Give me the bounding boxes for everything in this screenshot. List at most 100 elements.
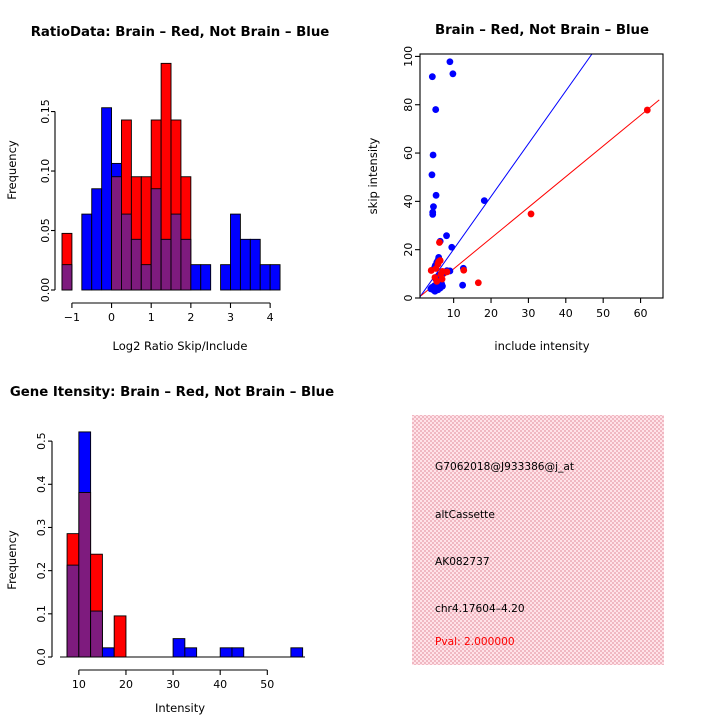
scatter-point	[431, 287, 439, 295]
scatter-point	[428, 171, 436, 179]
x-axis-tick-label: 40	[559, 307, 573, 320]
histogram-bar	[269, 264, 281, 291]
probe-info-panel: G7062018@J933386@j_at altCassette AK0827…	[360, 360, 720, 720]
y-axis-tick-label: 0.5	[35, 432, 48, 450]
x-axis-tick-label: 4	[267, 311, 274, 324]
info-line-locus: chr4.17604–4.20	[435, 603, 525, 615]
scatter-point	[438, 275, 446, 283]
ratio-histogram-ylabel: Frequency	[5, 140, 19, 200]
ratio-histogram-svg: RatioData: Brain – Red, Not Brain – Blue…	[5, 25, 330, 353]
x-axis-tick-label: 30	[521, 307, 535, 320]
histogram-bar	[290, 647, 304, 658]
y-axis-tick-label: 60	[402, 146, 415, 160]
scatter-point	[527, 210, 535, 218]
scatter-point	[460, 266, 468, 274]
ratio-histogram-bars	[61, 62, 281, 291]
histogram-bar-overlap	[160, 238, 172, 291]
histogram-bar-overlap	[170, 213, 182, 291]
histogram-bar	[239, 238, 251, 291]
histogram-bar	[231, 647, 245, 658]
histogram-bar	[81, 213, 93, 291]
x-axis-tick-label: 30	[166, 678, 180, 691]
plot-box	[419, 53, 664, 299]
y-axis-tick-label: 0.00	[39, 278, 52, 303]
scatter-point	[474, 279, 482, 287]
fit-lines	[420, 54, 660, 298]
histogram-bar-overlap	[66, 564, 80, 658]
scatter-point	[427, 267, 435, 274]
probe-info-svg: G7062018@J933386@j_at altCassette AK0827…	[412, 415, 664, 665]
histogram-bar	[200, 264, 212, 291]
x-axis-tick-label: −1	[64, 311, 80, 324]
y-axis-tick-label: 0.05	[39, 218, 52, 243]
y-axis-tick-label: 20	[402, 243, 415, 257]
x-axis-tick-label: 10	[447, 307, 461, 320]
histogram-bar-overlap	[78, 492, 92, 658]
scatter-point	[643, 106, 651, 114]
x-axis-tick-label: 3	[227, 311, 234, 324]
y-axis-tick-label: 0.4	[35, 476, 48, 494]
x-axis-tick-label: 50	[260, 678, 274, 691]
histogram-bar-overlap	[140, 264, 152, 291]
ratio-histogram-panel: RatioData: Brain – Red, Not Brain – Blue…	[0, 0, 360, 360]
histogram-bar	[172, 638, 186, 658]
histogram-bar	[249, 238, 261, 291]
info-line-event-type: altCassette	[435, 509, 495, 521]
ratio-histogram-axes: 0.00 0.05 0.10 0.15 −1 0 1 2 3 4	[39, 99, 274, 324]
scatter-point	[480, 197, 488, 205]
scatter-point	[446, 58, 454, 66]
y-axis-tick-label: 0.1	[35, 605, 48, 623]
scatter-point	[443, 268, 451, 276]
info-line-probe-id: G7062018@J933386@j_at	[435, 461, 574, 473]
scatter-point	[432, 106, 440, 113]
histogram-bar	[101, 647, 115, 658]
ratio-histogram-title: RatioData: Brain – Red, Not Brain – Blue	[31, 25, 330, 40]
gene-histogram-axes: 0.0 0.1 0.2 0.3 0.4 0.5 10 20 30 40 50	[35, 432, 305, 691]
gene-histogram-bars	[66, 431, 304, 658]
scatter-point	[449, 70, 457, 78]
y-axis-tick-label: 0.15	[39, 99, 52, 124]
histogram-bar	[220, 264, 231, 291]
y-axis-tick-label: 80	[402, 98, 415, 112]
y-axis-tick-label: 0.0	[35, 648, 48, 666]
histogram-bar	[219, 647, 233, 658]
gene-histogram-svg: Gene Itensity: Brain – Red, Not Brain – …	[5, 385, 334, 715]
x-axis-tick-label: 40	[213, 678, 227, 691]
scatter-axes: 0 20 40 60 80 100 10 20 30 40 50 60	[402, 46, 664, 320]
scatter-xlabel: include intensity	[494, 339, 589, 353]
histogram-bar	[190, 264, 202, 291]
histogram-bar	[230, 213, 241, 291]
y-axis-tick-label: 100	[402, 46, 415, 67]
not-brain-fit	[420, 54, 593, 298]
x-axis-tick-label: 0	[108, 311, 115, 324]
scatter-point	[429, 211, 437, 218]
y-axis-tick-label: 0	[402, 295, 415, 302]
scatter-point	[459, 281, 467, 289]
intensity-scatter-svg: Brain – Red, Not Brain – Blue 0 20 40 60 80 1…	[366, 23, 664, 353]
histogram-bar-overlap	[121, 213, 132, 291]
x-axis-tick-label: 60	[634, 307, 648, 320]
histogram-bar-overlap	[130, 238, 142, 291]
scatter-point	[436, 239, 443, 246]
histogram-bar-overlap	[150, 188, 162, 291]
intensity-scatter-panel: Brain – Red, Not Brain – Blue 0 20 40 60 80 1…	[360, 0, 720, 360]
scatter-point	[428, 73, 436, 81]
x-axis-tick-label: 1	[148, 311, 155, 324]
histogram-bar	[184, 647, 198, 658]
x-axis-tick-label: 20	[119, 678, 133, 691]
scatter-points	[427, 58, 651, 295]
y-axis-tick-label: 0.3	[35, 519, 48, 537]
histogram-bar-overlap	[61, 264, 73, 291]
brain-fit	[420, 99, 660, 296]
gene-intensity-histogram-panel: Gene Itensity: Brain – Red, Not Brain – …	[0, 360, 360, 720]
histogram-bar	[113, 615, 127, 658]
scatter-point	[430, 203, 437, 211]
scatter-point	[448, 243, 456, 251]
gene-histogram-xlabel: Intensity	[155, 701, 205, 715]
scatter-point	[443, 232, 450, 240]
scatter-ylabel: skip intensity	[366, 137, 380, 214]
info-line-accession: AK082737	[435, 556, 490, 568]
gene-histogram-title: Gene Itensity: Brain – Red, Not Brain – …	[10, 385, 334, 400]
x-axis-tick-label: 2	[187, 311, 194, 324]
